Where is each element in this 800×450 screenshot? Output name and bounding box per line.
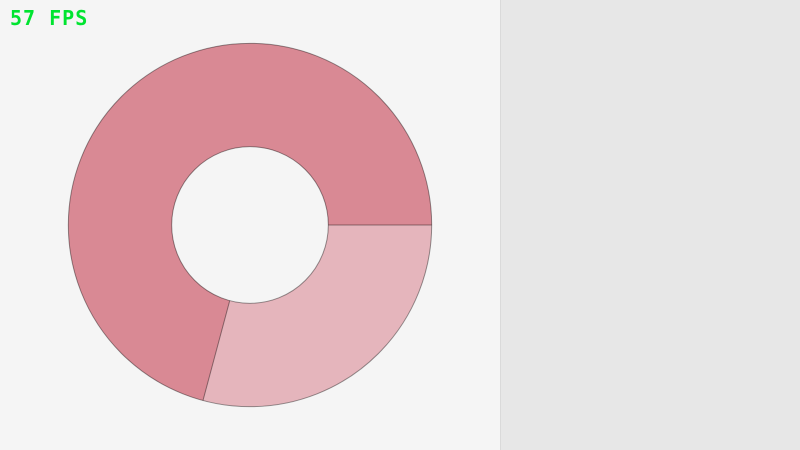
checkbox-row-draw-circlelines: Draw CircleLines — [501, 380, 800, 400]
checkbox-row-draw-ring: Draw Ring — [501, 320, 800, 340]
controls-panel: StartAngle -255.00 EndAngle 360.00 Inner… — [500, 0, 800, 450]
slider-row-inner-radius: InnerRadius 78.33 — [501, 140, 800, 160]
slider-row-end-angle: EndAngle 360.00 — [501, 70, 800, 90]
slider-row-outer-radius: OuterRadius 181.67 — [501, 170, 800, 190]
slider-row-segments: Segments 0.00 — [501, 240, 800, 260]
checkbox-row-draw-ringlines: Draw RingLines — [501, 350, 800, 370]
slider-row-start-angle: StartAngle -255.00 — [501, 40, 800, 60]
fps-counter: 57 FPS — [10, 6, 89, 30]
